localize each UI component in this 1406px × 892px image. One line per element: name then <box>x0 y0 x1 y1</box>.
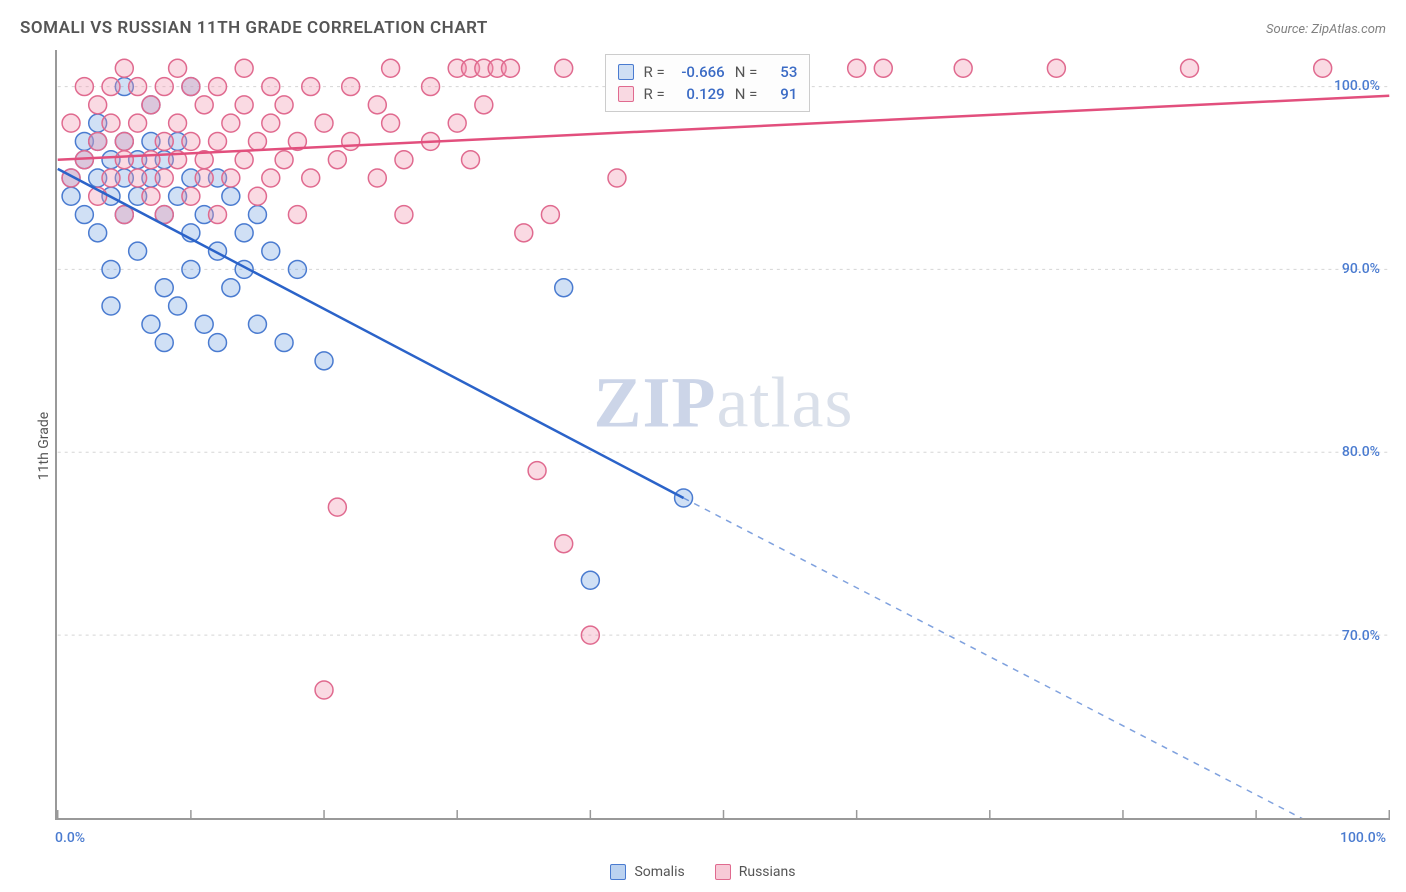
correlation-row: R = 0.129 N = 91 <box>618 83 798 105</box>
n-label: N = <box>735 61 758 83</box>
x-tick-label: 0.0% <box>55 830 85 846</box>
legend-swatch <box>715 864 731 880</box>
y-tick-label: 70.0% <box>1342 628 1380 644</box>
x-tick-label: 100.0% <box>1340 830 1386 846</box>
y-axis-label: 11th Grade <box>36 412 52 480</box>
scatter-plot-svg <box>57 50 1390 818</box>
correlation-legend: R = -0.666 N = 53 R = 0.129 N = 91 <box>605 54 811 112</box>
correlation-swatch <box>618 86 634 102</box>
legend-bottom: Somalis Russians <box>0 864 1406 880</box>
chart-container: SOMALI VS RUSSIAN 11TH GRADE CORRELATION… <box>0 0 1406 892</box>
plot-area: ZIPatlas R =-0.666N =53R =0.129N =91 <box>55 50 1390 820</box>
legend-label: Russians <box>739 864 796 880</box>
legend-label: Somalis <box>634 864 684 880</box>
source-label: Source: ZipAtlas.com <box>1266 22 1386 37</box>
r-value: 0.129 <box>675 83 725 105</box>
y-tick-label: 80.0% <box>1342 444 1380 460</box>
legend-item: Russians <box>715 864 796 880</box>
n-label: N = <box>735 83 758 105</box>
y-tick-label: 100.0% <box>1334 78 1380 94</box>
legend-swatch <box>610 864 626 880</box>
r-value: -0.666 <box>675 61 725 83</box>
title-row: SOMALI VS RUSSIAN 11TH GRADE CORRELATION… <box>20 18 1386 38</box>
r-label: R = <box>644 61 665 83</box>
chart-title: SOMALI VS RUSSIAN 11TH GRADE CORRELATION… <box>20 18 488 38</box>
legend-item: Somalis <box>610 864 684 880</box>
n-value: 53 <box>767 61 797 83</box>
correlation-row: R = -0.666 N = 53 <box>618 61 798 83</box>
y-tick-label: 90.0% <box>1342 261 1380 277</box>
r-label: R = <box>644 83 665 105</box>
n-value: 91 <box>767 83 797 105</box>
correlation-swatch <box>618 64 634 80</box>
